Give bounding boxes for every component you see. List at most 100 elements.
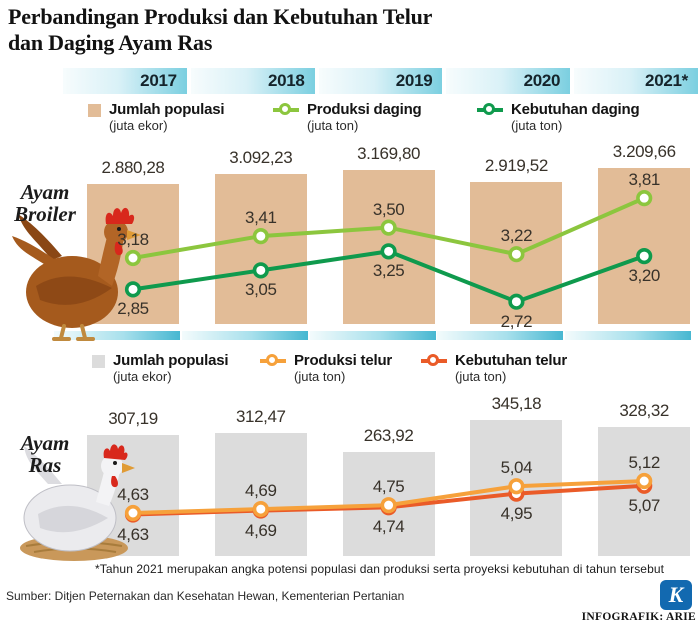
- population-value-label: 2.919,52: [484, 156, 548, 176]
- year-header-2019: 2019: [318, 68, 443, 94]
- footnote: *Tahun 2021 merupakan angka potensi popu…: [95, 562, 665, 576]
- marker-produksi-daging: [124, 249, 142, 267]
- row-label-ayam-ras: Ayam Ras: [20, 431, 70, 477]
- marker-produksi-telur: [252, 500, 269, 518]
- point-value-label: 4,69: [245, 481, 277, 501]
- year-header-2017: 2017: [63, 68, 187, 94]
- point-value-label: 3,50: [372, 199, 405, 219]
- marker-produksi-daging: [636, 190, 653, 207]
- population-value-label: 2.880,28: [101, 158, 165, 178]
- kompas-logo: K: [660, 580, 692, 610]
- point-value-label: 5,04: [500, 458, 533, 478]
- population-value-label: 345,18: [491, 394, 542, 414]
- legend-line-icon: [421, 354, 447, 368]
- legend-item-kebutuhan-daging: Kebutuhan daging (juta ton): [477, 101, 640, 134]
- legend-unit: (juta ton): [294, 369, 346, 384]
- legend-square-swatch: [92, 355, 105, 368]
- point-value-label: 4,74: [372, 517, 405, 537]
- point-value-label: 5,07: [628, 495, 660, 515]
- column-strip: [565, 331, 692, 340]
- population-value-label: 3.169,80: [357, 143, 421, 163]
- legend-line-icon: [477, 103, 503, 117]
- point-value-label: 4,63: [117, 524, 149, 544]
- legend-line-dot: [427, 354, 439, 366]
- legend-unit: (juta ekor): [109, 118, 168, 133]
- page-title: Perbandingan Produksi dan Kebutuhan Telu…: [8, 4, 433, 55]
- column-strip: [54, 331, 180, 340]
- kompas-logo-letter: K: [668, 582, 684, 607]
- population-value-label: 328,32: [619, 401, 669, 421]
- column-strip: [181, 331, 308, 340]
- point-value-label: 3,18: [117, 230, 149, 249]
- legend-text: Kebutuhan daging (juta ton): [511, 101, 640, 134]
- marker-produksi-daging: [380, 219, 397, 236]
- point-value-label: 2,85: [117, 299, 149, 319]
- legend-label: Jumlah populasi: [113, 352, 229, 369]
- legend-text: Jumlah populasi (juta ekor): [109, 101, 225, 134]
- marker-kebutuhan-daging: [124, 281, 142, 298]
- legend-item-jumlah-populasi: Jumlah populasi (juta ekor): [88, 101, 225, 134]
- broiler-chicken-illustration: [12, 207, 141, 341]
- legend-unit: (juta ekor): [113, 369, 172, 384]
- legend-unit: (juta ton): [511, 118, 563, 133]
- marker-produksi-telur: [124, 504, 142, 522]
- legend-text: Produksi telur (juta ton): [294, 352, 392, 385]
- legend-line-dot: [483, 103, 495, 115]
- legend-label: Kebutuhan daging: [511, 101, 640, 118]
- legend-line-dot: [279, 103, 291, 115]
- legend-line-icon: [273, 103, 299, 117]
- marker-kebutuhan-daging: [380, 243, 397, 260]
- row-label-broiler: Ayam Broiler: [14, 180, 76, 226]
- column-strip: [437, 331, 564, 340]
- marker-produksi-telur: [508, 478, 525, 495]
- marker-kebutuhan-daging: [636, 248, 653, 265]
- point-value-label: 3,41: [245, 208, 277, 228]
- point-value-label: 3,05: [245, 280, 277, 300]
- legend-line-icon: [260, 354, 286, 368]
- column-strip: [309, 331, 436, 340]
- population-value-label: 3.092,23: [229, 147, 293, 167]
- legend-unit: (juta ton): [455, 369, 507, 384]
- marker-produksi-telur: [636, 472, 653, 490]
- point-value-label: 4,75: [372, 477, 405, 497]
- population-value-label: 312,47: [235, 407, 286, 427]
- marker-produksi-telur: [380, 497, 397, 514]
- layer-chicken-illustration: [20, 444, 135, 561]
- population-bar: [214, 173, 307, 324]
- legend-label: Produksi daging: [307, 101, 422, 118]
- legend-text: Kebutuhan telur (juta ton): [455, 352, 567, 385]
- legend-text: Jumlah populasi (juta ekor): [113, 352, 229, 385]
- marker-kebutuhan-daging: [252, 262, 269, 279]
- point-value-label: 3,81: [628, 170, 660, 190]
- point-value-label: 5,12: [628, 453, 660, 472]
- point-value-label: 4,69: [245, 520, 277, 540]
- year-header-2021: 2021*: [574, 68, 698, 94]
- credit-line: INFOGRAFIK: ARIE: [581, 611, 696, 623]
- legend-text: Produksi daging (juta ton): [307, 101, 422, 134]
- legend-item-kebutuhan-telur: Kebutuhan telur (juta ton): [421, 352, 567, 385]
- point-value-label: 4,95: [500, 503, 533, 523]
- population-value-label: 263,92: [363, 426, 414, 446]
- marker-kebutuhan-daging: [508, 293, 525, 310]
- legend-unit: (juta ton): [307, 118, 359, 133]
- legend-item-jumlah-populasi: Jumlah populasi (juta ekor): [92, 352, 229, 385]
- year-header-2018: 2018: [190, 68, 315, 94]
- point-value-label: 3,25: [372, 261, 405, 281]
- legend-item-produksi-telur: Produksi telur (juta ton): [260, 352, 392, 385]
- point-value-label: 2,72: [500, 311, 533, 331]
- point-value-label: 4,63: [117, 485, 149, 504]
- marker-produksi-daging: [508, 246, 525, 263]
- legend-line-dot: [266, 354, 278, 366]
- marker-produksi-daging: [252, 228, 269, 245]
- point-value-label: 3,22: [500, 226, 533, 246]
- legend-label: Produksi telur: [294, 352, 393, 369]
- year-header-2020: 2020: [446, 68, 571, 94]
- population-value-label: 3.209,66: [612, 142, 676, 161]
- population-bar: [214, 433, 307, 556]
- legend-item-produksi-daging: Produksi daging (juta ton): [273, 101, 422, 134]
- source-line: Sumber: Ditjen Peternakan dan Kesehatan …: [6, 589, 405, 603]
- legend-label: Jumlah populasi: [109, 101, 225, 118]
- legend-label: Kebutuhan telur: [455, 352, 567, 369]
